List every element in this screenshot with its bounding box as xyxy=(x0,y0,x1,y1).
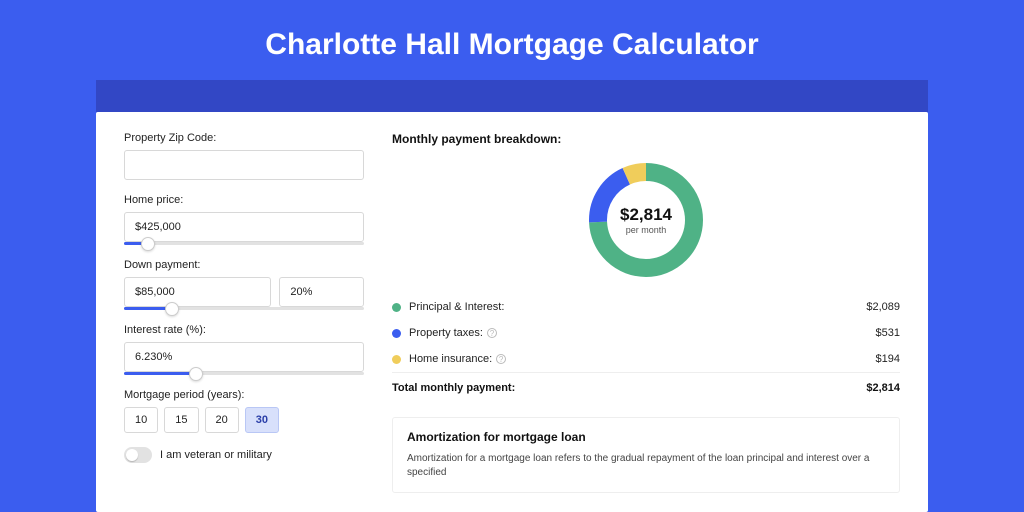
veteran-row: I am veteran or military xyxy=(124,447,364,463)
breakdown-label: Home insurance: xyxy=(409,353,492,365)
period-button-30[interactable]: 30 xyxy=(245,407,279,433)
veteran-label: I am veteran or military xyxy=(160,449,272,461)
slider-thumb[interactable] xyxy=(189,367,203,381)
zip-label: Property Zip Code: xyxy=(124,132,364,144)
interest-rate-input[interactable] xyxy=(124,342,364,372)
amortization-section: Amortization for mortgage loan Amortizat… xyxy=(392,417,900,493)
legend-dot xyxy=(392,303,401,312)
total-label: Total monthly payment: xyxy=(392,382,515,394)
period-button-10[interactable]: 10 xyxy=(124,407,158,433)
legend-dot xyxy=(392,355,401,364)
home-price-slider[interactable] xyxy=(124,242,364,245)
period-button-20[interactable]: 20 xyxy=(205,407,239,433)
breakdown-title: Monthly payment breakdown: xyxy=(392,132,900,146)
info-icon[interactable]: ? xyxy=(496,354,506,364)
breakdown-total: Total monthly payment: $2,814 xyxy=(392,372,900,403)
info-icon[interactable]: ? xyxy=(487,328,497,338)
donut-center: $2,814 per month xyxy=(586,160,706,280)
period-button-15[interactable]: 15 xyxy=(164,407,198,433)
slider-thumb[interactable] xyxy=(141,237,155,251)
donut-chart: $2,814 per month xyxy=(586,160,706,280)
period-label: Mortgage period (years): xyxy=(124,389,364,401)
home-price-label: Home price: xyxy=(124,194,364,206)
zip-group: Property Zip Code: xyxy=(124,132,364,180)
down-payment-label: Down payment: xyxy=(124,259,364,271)
breakdown-value: $194 xyxy=(876,353,900,365)
interest-rate-label: Interest rate (%): xyxy=(124,324,364,336)
home-price-group: Home price: xyxy=(124,194,364,245)
breakdown-row: Home insurance:? $194 xyxy=(392,346,900,372)
down-payment-input[interactable] xyxy=(124,277,271,307)
down-payment-slider[interactable] xyxy=(124,307,364,310)
breakdown-list: Principal & Interest: $2,089 Property taxe… xyxy=(392,294,900,372)
period-group: Mortgage period (years): 1015 2030 xyxy=(124,389,364,433)
page-title: Charlotte Hall Mortgage Calculator xyxy=(0,0,1024,80)
home-price-input[interactable] xyxy=(124,212,364,242)
header-stripe xyxy=(96,80,928,112)
breakdown-label: Property taxes: xyxy=(409,327,483,339)
amortization-title: Amortization for mortgage loan xyxy=(407,430,885,444)
breakdown-column: Monthly payment breakdown: $2,814 per mo… xyxy=(392,132,900,512)
zip-input[interactable] xyxy=(124,150,364,180)
legend-dot xyxy=(392,329,401,338)
breakdown-row: Principal & Interest: $2,089 xyxy=(392,294,900,320)
down-payment-group: Down payment: xyxy=(124,259,364,310)
breakdown-value: $2,089 xyxy=(866,301,900,313)
donut-container: $2,814 per month xyxy=(392,154,900,294)
down-payment-pct-input[interactable] xyxy=(279,277,364,307)
slider-fill xyxy=(124,372,196,375)
breakdown-row: Property taxes:? $531 xyxy=(392,320,900,346)
donut-sub: per month xyxy=(626,225,667,235)
calculator-card: Property Zip Code: Home price: Down paym… xyxy=(96,112,928,512)
period-options: 1015 2030 xyxy=(124,407,364,433)
amortization-text: Amortization for a mortgage loan refers … xyxy=(407,452,885,480)
total-value: $2,814 xyxy=(866,382,900,394)
breakdown-value: $531 xyxy=(876,327,900,339)
breakdown-label: Principal & Interest: xyxy=(409,301,504,313)
interest-rate-group: Interest rate (%): xyxy=(124,324,364,375)
veteran-toggle[interactable] xyxy=(124,447,152,463)
donut-amount: $2,814 xyxy=(620,205,672,225)
interest-rate-slider[interactable] xyxy=(124,372,364,375)
slider-thumb[interactable] xyxy=(165,302,179,316)
form-column: Property Zip Code: Home price: Down paym… xyxy=(124,132,364,512)
